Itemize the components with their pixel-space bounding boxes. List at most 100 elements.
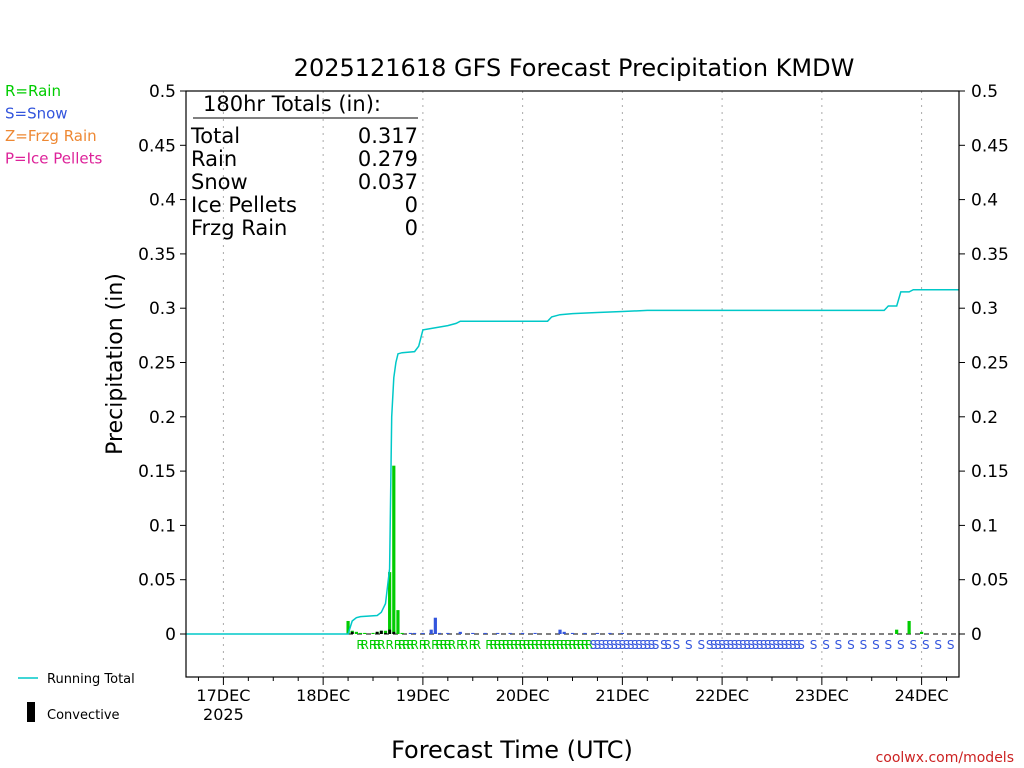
legend-entry: Z=Frzg Rain (5, 127, 97, 145)
y-tick-label-right: 0.2 (971, 408, 998, 428)
precip-type-label: S (673, 638, 681, 652)
y-tick-label-right: 0.25 (971, 354, 1009, 374)
y-tick-label-right: 0.4 (971, 191, 998, 211)
precip-type-label: S (619, 638, 627, 652)
precip-bar (521, 632, 525, 634)
precip-type-label: R (448, 638, 456, 652)
precip-type-label: S (610, 638, 618, 652)
y-tick-label-left: 0.15 (138, 462, 176, 482)
precip-bar (608, 632, 612, 634)
x-tick-label: 19DEC (396, 686, 450, 705)
precip-type-label: S (664, 638, 672, 652)
precip-bar (919, 631, 924, 634)
precip-type-label: S (731, 638, 739, 652)
precip-bar (620, 632, 624, 634)
precip-bar (388, 572, 392, 634)
totals-row-value: 0 (405, 193, 418, 217)
y-tick-label-right: 0.15 (971, 462, 1009, 482)
y-tick-label-left: 0.35 (138, 245, 176, 265)
precip-bar (433, 617, 437, 634)
precip-type-label: R (469, 638, 477, 652)
y-tick-label-right: 0.5 (971, 82, 998, 102)
precip-type-label: S (822, 638, 830, 652)
precip-type-label: S (698, 638, 706, 652)
precip-type-label: S (739, 638, 747, 652)
precip-type-label: R (398, 638, 406, 652)
precip-type-label: R (556, 638, 564, 652)
precip-bar (458, 631, 462, 634)
precip-type-label: S (722, 638, 730, 652)
precip-type-label: R (531, 638, 539, 652)
precip-type-label: R (377, 638, 385, 652)
precip-type-label: R (439, 638, 447, 652)
convective-bar (384, 632, 387, 634)
precip-type-label: S (706, 638, 714, 652)
precip-type-label: S (685, 638, 693, 652)
precip-bar (429, 629, 433, 634)
x-tick-label: 23DEC (795, 686, 849, 705)
precip-bar (346, 620, 350, 634)
precip-bar (392, 465, 396, 634)
series-legend: Running Total Convective (18, 672, 135, 723)
precip-bar (895, 629, 899, 634)
precip-type-label: R (460, 638, 468, 652)
precip-type-label: R (548, 638, 556, 652)
totals-heading: 180hr Totals (in): (203, 92, 381, 116)
y-tick-label-right: 0 (971, 625, 982, 645)
x-tick-sublabel: 2025 (203, 705, 244, 724)
legend-entry: P=Ice Pellets (5, 150, 102, 168)
precip-type-label: R (506, 638, 514, 652)
precip-type-label: S (710, 638, 718, 652)
precip-bar (363, 632, 367, 634)
y-tick-label-left: 0.25 (138, 354, 176, 374)
precip-type-label: S (747, 638, 755, 652)
running-total-line (186, 288, 959, 635)
precip-type-label: S (594, 638, 602, 652)
convective-bar (392, 631, 396, 634)
precip-bar (570, 632, 575, 634)
legend-convective-label: Convective (47, 708, 120, 723)
precip-type-label: R (585, 638, 593, 652)
totals-row-value: 0.317 (358, 124, 418, 148)
precip-type-label: S (589, 638, 597, 652)
precip-type-label: S (660, 638, 668, 652)
precip-type-label: R (385, 638, 393, 652)
precip-bar (354, 631, 358, 634)
y-axes: 0 00.05 0.050.1 0.10.15 0.150.2 0.20.25 0.250.… (138, 82, 1009, 645)
precip-type-label: R (564, 638, 572, 652)
y-tick-label-left: 0.1 (149, 516, 176, 536)
y-tick-label-left: 0.5 (149, 82, 176, 102)
precip-bar (408, 632, 413, 634)
totals-box: 180hr Totals (in): Total 0.317 Rain 0.279 Sno… (190, 92, 418, 240)
precip-type-label: S (793, 638, 801, 652)
y-tick-label-right: 0.3 (971, 299, 998, 319)
precip-type-label: S (789, 638, 797, 652)
precip-type-label: S (764, 638, 772, 652)
precip-type-label: S (872, 638, 880, 652)
precip-bar (533, 632, 537, 634)
precip-bar (558, 629, 562, 634)
precip-type-label: R (361, 638, 369, 652)
y-tick-label-right: 0.45 (971, 136, 1009, 156)
precip-type-label: S (860, 638, 868, 652)
precip-type-label: R (369, 638, 377, 652)
y-tick-label-left: 0.05 (138, 571, 176, 591)
plot-frame (185, 90, 960, 678)
precip-type-label: S (643, 638, 651, 652)
convective-bar (388, 629, 392, 634)
precip-type-label: S (627, 638, 635, 652)
precip-type-label: S (623, 638, 631, 652)
precip-type-label: R (535, 638, 543, 652)
y-tick-label-right: 0.35 (971, 245, 1009, 265)
y-tick-label-left: 0.2 (149, 408, 176, 428)
totals-row-value: 0.037 (358, 170, 418, 194)
precip-type-label: R (560, 638, 568, 652)
precip-bar (400, 632, 404, 634)
legend-entry: S=Snow (5, 105, 68, 123)
convective-bar (375, 631, 379, 634)
precip-bar (383, 630, 388, 634)
precip-type-label: S (631, 638, 639, 652)
legend-entry: R=Rain (5, 82, 61, 100)
chart-bars (346, 465, 924, 634)
watermark: coolwx.com/models (876, 750, 1014, 766)
